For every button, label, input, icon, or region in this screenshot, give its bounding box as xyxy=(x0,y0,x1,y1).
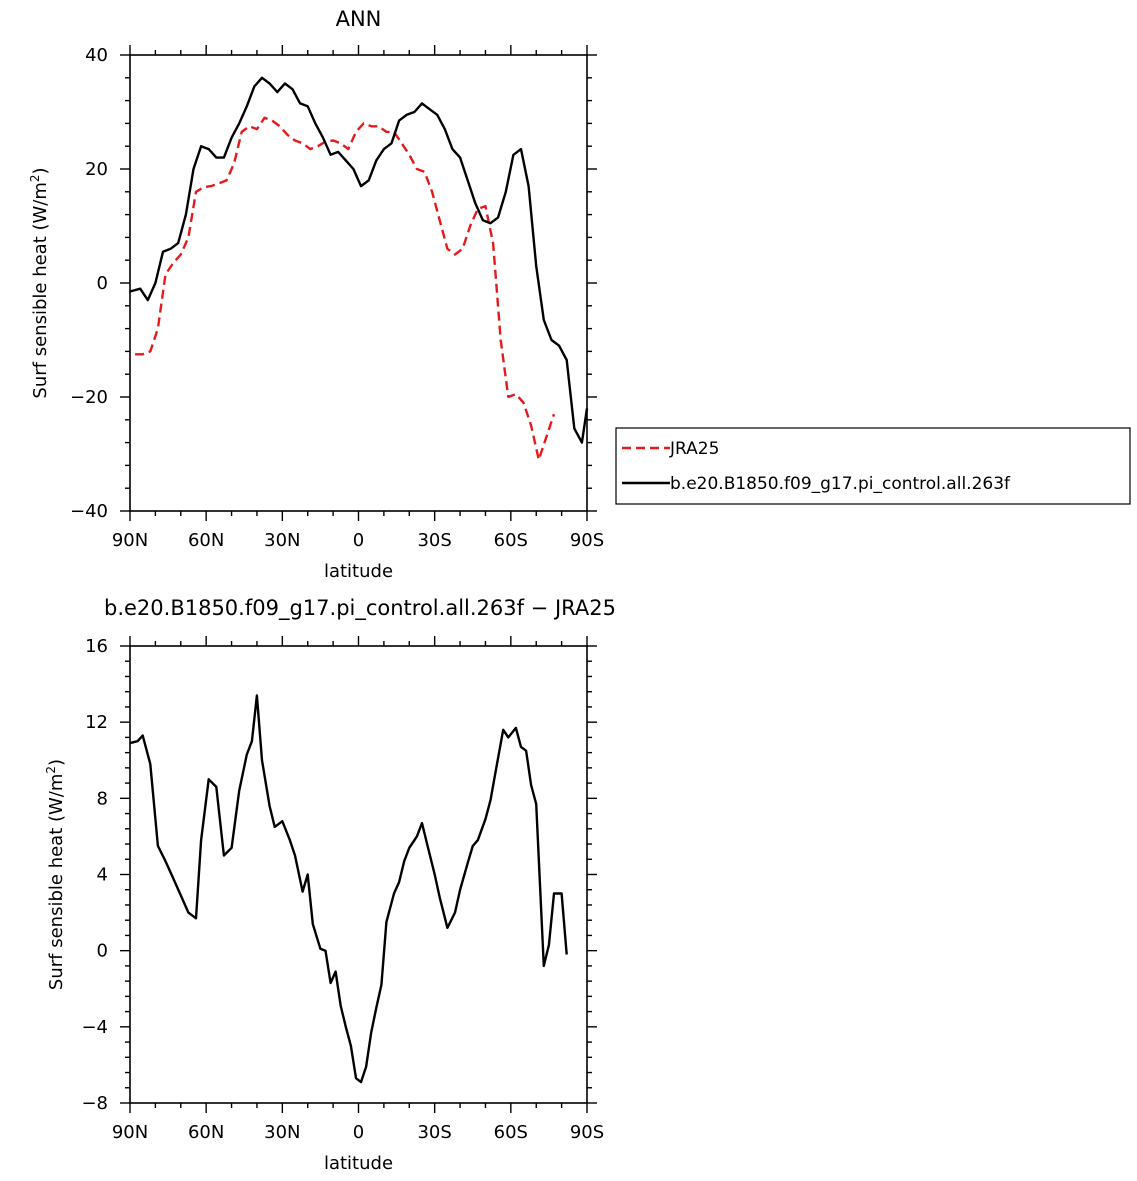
series-line-2 xyxy=(129,76,589,444)
y-axis-label-superscript: 2 xyxy=(44,766,58,774)
chart-title: b.e20.B1850.f09_g17.pi_control.all.263f … xyxy=(104,596,616,621)
x-tick-label: 90N xyxy=(112,530,148,551)
y-axis-label-main: Surf sensible heat (W/m xyxy=(46,774,67,990)
y-tick-label: −8 xyxy=(81,1093,108,1114)
y-tick-label: 16 xyxy=(85,636,108,657)
y-axis-label: Surf sensible heat (W/m2) xyxy=(44,759,67,990)
y-tick-label: 4 xyxy=(97,865,108,886)
y-tick-label: 12 xyxy=(85,712,108,733)
difference-line-chart: b.e20.B1850.f09_g17.pi_control.all.263f … xyxy=(44,596,616,1174)
legend: JRA25 b.e20.B1850.f09_g17.pi_control.all… xyxy=(615,427,1131,505)
x-tick-label: 30N xyxy=(264,1122,300,1143)
y-tick-label: −20 xyxy=(70,387,108,408)
y-tick-label: 0 xyxy=(97,941,108,962)
x-axis-label: latitude xyxy=(324,561,393,582)
y-tick-label: 0 xyxy=(97,273,108,294)
x-tick-label: 60N xyxy=(188,530,224,551)
x-tick-label: 90S xyxy=(570,530,604,551)
x-tick-label: 30N xyxy=(264,530,300,551)
y-tick-label: −4 xyxy=(81,1017,108,1038)
series-line-1 xyxy=(129,694,568,1084)
y-tick-label: 20 xyxy=(85,159,108,180)
x-tick-label: 90N xyxy=(112,1122,148,1143)
x-tick-label: 30S xyxy=(417,530,451,551)
legend-label-model: b.e20.B1850.f09_g17.pi_control.all.263f xyxy=(670,474,1011,494)
x-tick-label: 0 xyxy=(353,1122,364,1143)
x-tick-label: 30S xyxy=(417,1122,451,1143)
y-axis-label: Surf sensible heat (W/m2) xyxy=(28,167,51,398)
plot-frame xyxy=(129,54,588,512)
y-axis-label-tail: ) xyxy=(46,759,67,766)
legend-box xyxy=(615,427,1131,505)
x-tick-label: 60S xyxy=(494,530,528,551)
y-tick-label: 8 xyxy=(97,788,108,809)
x-tick-label: 90S xyxy=(570,1122,604,1143)
y-axis-label-main: Surf sensible heat (W/m xyxy=(30,182,51,398)
y-axis-label-tail: ) xyxy=(30,167,51,174)
y-tick-label: −40 xyxy=(70,501,108,522)
chart-title: ANN xyxy=(336,7,382,31)
series-line-1 xyxy=(135,116,556,461)
y-axis-label-superscript: 2 xyxy=(28,174,42,182)
x-tick-label: 60N xyxy=(188,1122,224,1143)
x-axis-label: latitude xyxy=(324,1153,393,1174)
x-tick-label: 60S xyxy=(494,1122,528,1143)
y-tick-label: 40 xyxy=(85,45,108,66)
legend-label-jra25: JRA25 xyxy=(669,439,719,459)
x-tick-label: 0 xyxy=(353,530,364,551)
